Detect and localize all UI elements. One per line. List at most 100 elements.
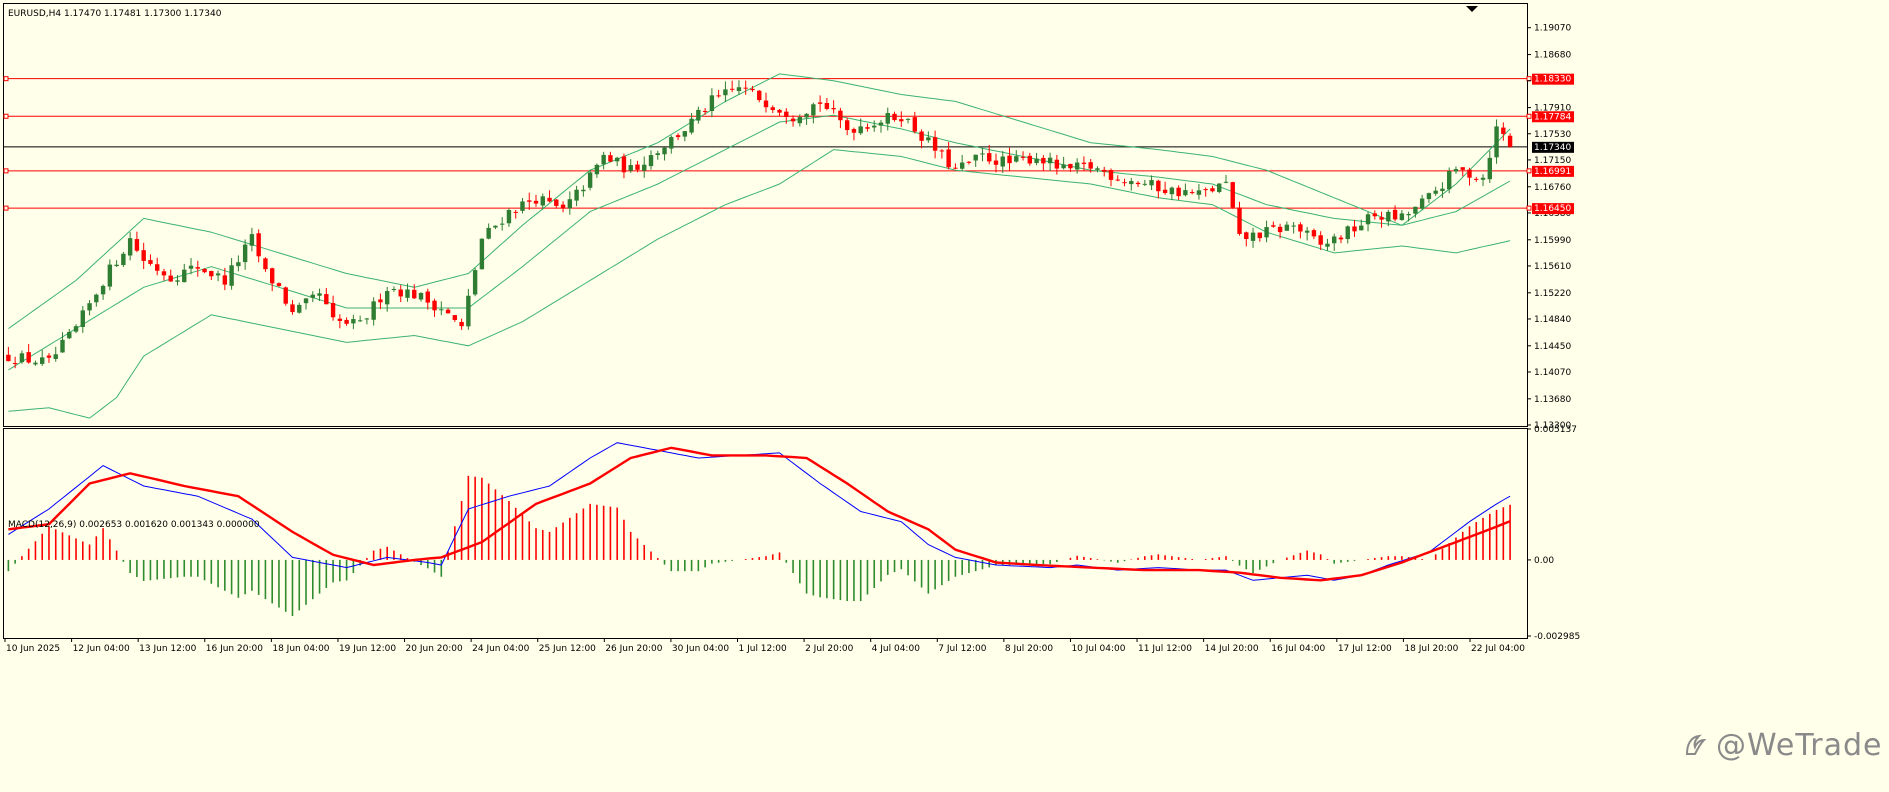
candle-body (324, 294, 329, 305)
candle-body (12, 363, 18, 365)
watermark: @WeTrade (1682, 728, 1882, 768)
candle-body (87, 303, 92, 311)
candle-body (1487, 157, 1492, 180)
candle-body (554, 199, 559, 206)
candle-body (1189, 192, 1195, 194)
candle-body (946, 149, 951, 168)
candle-body (1061, 164, 1066, 169)
candle-body (1102, 169, 1107, 172)
chart-header: EURUSD,H4 1.17470 1.17481 1.17300 1.1734… (8, 9, 222, 19)
level-handle[interactable] (3, 168, 9, 174)
current-price-tag (1532, 141, 1574, 153)
candle-body (19, 353, 25, 363)
candle-body (865, 127, 870, 129)
candle-body (763, 100, 769, 108)
candle-body (1392, 209, 1398, 220)
candle-body (885, 112, 890, 124)
candle-body (229, 265, 234, 286)
candle-body (1257, 232, 1263, 239)
time-tick-label: 10 Jul 04:00 (1071, 644, 1125, 654)
candle-body (1406, 214, 1411, 216)
candle-body (209, 270, 214, 277)
price-pane[interactable] (3, 3, 1532, 427)
candle-body (851, 129, 857, 133)
candle-body (831, 108, 836, 110)
candle-body (1474, 178, 1479, 180)
candle-body (716, 95, 721, 97)
candle-body (134, 239, 140, 251)
level-handle[interactable] (3, 205, 9, 211)
candle-body (736, 87, 742, 92)
time-tick-label: 30 Jun 04:00 (672, 644, 729, 654)
candle-body (60, 339, 65, 353)
candle-body (1365, 214, 1371, 225)
time-tick-label: 16 Jul 04:00 (1271, 644, 1325, 654)
candle-body (838, 110, 843, 121)
candle-body (1433, 190, 1438, 194)
price-tick-label: 1.14450 (1534, 342, 1571, 352)
level-handle[interactable] (3, 76, 9, 82)
candle-body (73, 326, 79, 332)
candle-body (1162, 189, 1168, 193)
candle-body (1386, 211, 1391, 222)
candle-body (1507, 135, 1513, 147)
candle-body (1000, 156, 1005, 167)
candle-body (452, 315, 458, 320)
candle-body (1467, 169, 1472, 178)
candle-body (919, 131, 924, 141)
candle-body (533, 200, 539, 204)
candle-body (317, 293, 322, 296)
candle-body (182, 269, 187, 283)
candle-body (107, 264, 113, 287)
candle-body (472, 270, 478, 295)
candle-body (1081, 162, 1087, 164)
candle-body (689, 118, 694, 133)
macd-signal-line (8, 446, 1511, 582)
level-handle[interactable] (1526, 113, 1532, 119)
candle-body (175, 280, 180, 282)
level-handle[interactable] (1526, 205, 1532, 211)
time-tick-label: 8 Jul 20:00 (1005, 644, 1054, 654)
candle-body (702, 110, 708, 112)
candle-body (405, 289, 410, 298)
candle-body (648, 155, 654, 167)
candle-body (263, 258, 268, 270)
candle-body (330, 303, 336, 318)
level-price-label: 1.18330 (1534, 75, 1571, 85)
macd-pane[interactable] (3, 428, 1528, 639)
candle-body (1149, 180, 1154, 186)
candle-body (33, 362, 38, 365)
candle-body (601, 154, 606, 165)
level-handle[interactable] (1526, 168, 1532, 174)
candle-body (1095, 168, 1100, 170)
candle-body (581, 189, 586, 192)
candle-body (844, 120, 850, 131)
candle-body (168, 275, 173, 282)
candle-body (993, 160, 999, 165)
level-handle[interactable] (3, 113, 9, 119)
price-tick-label: 1.13680 (1534, 395, 1571, 405)
candle-body (527, 200, 532, 202)
candle-body (1298, 224, 1303, 232)
candle-body (283, 287, 288, 304)
shift-marker-icon[interactable] (1466, 6, 1478, 12)
candle-body (161, 271, 167, 276)
candle-body (1338, 237, 1344, 240)
candle-body (1440, 188, 1445, 192)
level-handle[interactable] (1526, 76, 1532, 82)
candle-body (1108, 170, 1114, 180)
candle-body (297, 304, 302, 313)
candle-body (1068, 163, 1073, 169)
time-tick-label: 10 Jun 2025 (6, 644, 60, 654)
candle-body (1217, 183, 1222, 192)
candle-body (520, 201, 525, 211)
candle-body (939, 150, 945, 152)
candle-body (1304, 230, 1310, 233)
candle-body (1230, 182, 1235, 208)
candle-body (987, 153, 992, 162)
level-price-tag (1532, 203, 1574, 215)
candle-body (1250, 232, 1256, 241)
candle-body (723, 89, 728, 96)
